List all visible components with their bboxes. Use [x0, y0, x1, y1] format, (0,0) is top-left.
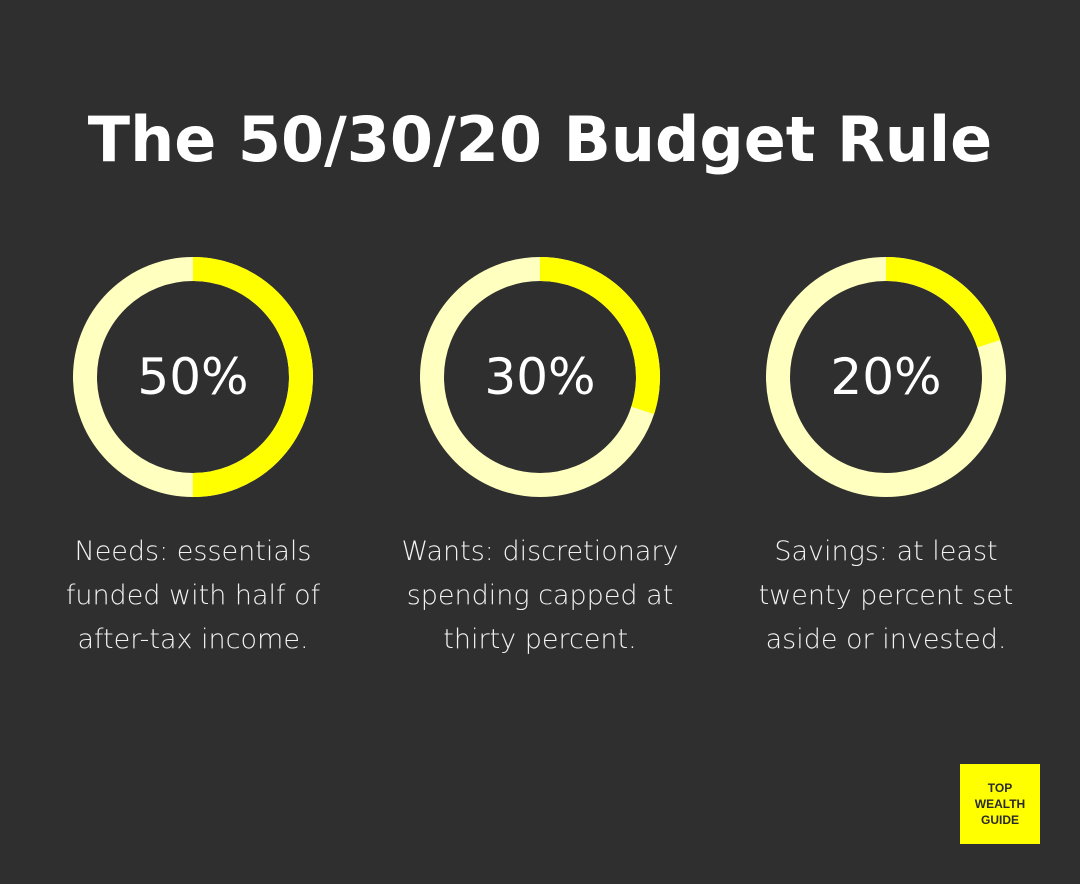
logo-line: GUIDE — [980, 813, 1019, 827]
logo-line: TOP — [987, 781, 1013, 795]
percent-label: 50% — [137, 348, 249, 406]
brand-logo: TOP WEALTH GUIDE — [960, 764, 1040, 844]
page-title: The 50/30/20 Budget Rule — [87, 103, 993, 176]
donut-wants: 30% — [420, 257, 660, 497]
donut-ring-icon — [420, 257, 660, 497]
donut-ring-icon — [73, 257, 313, 497]
description-wants: Wants: discretionary spending capped at … — [401, 536, 679, 655]
description-needs: Needs: essentials funded with half of af… — [65, 536, 321, 655]
description-savings: Savings: at least twenty percent set asi… — [758, 536, 1014, 655]
donut-ring-icon — [766, 257, 1006, 497]
logo-line: WEALTH — [974, 797, 1026, 811]
percent-label: 20% — [830, 348, 942, 406]
percent-label: 30% — [484, 348, 596, 406]
donut-savings: 20% — [766, 257, 1006, 497]
donut-needs: 50% — [73, 257, 313, 497]
